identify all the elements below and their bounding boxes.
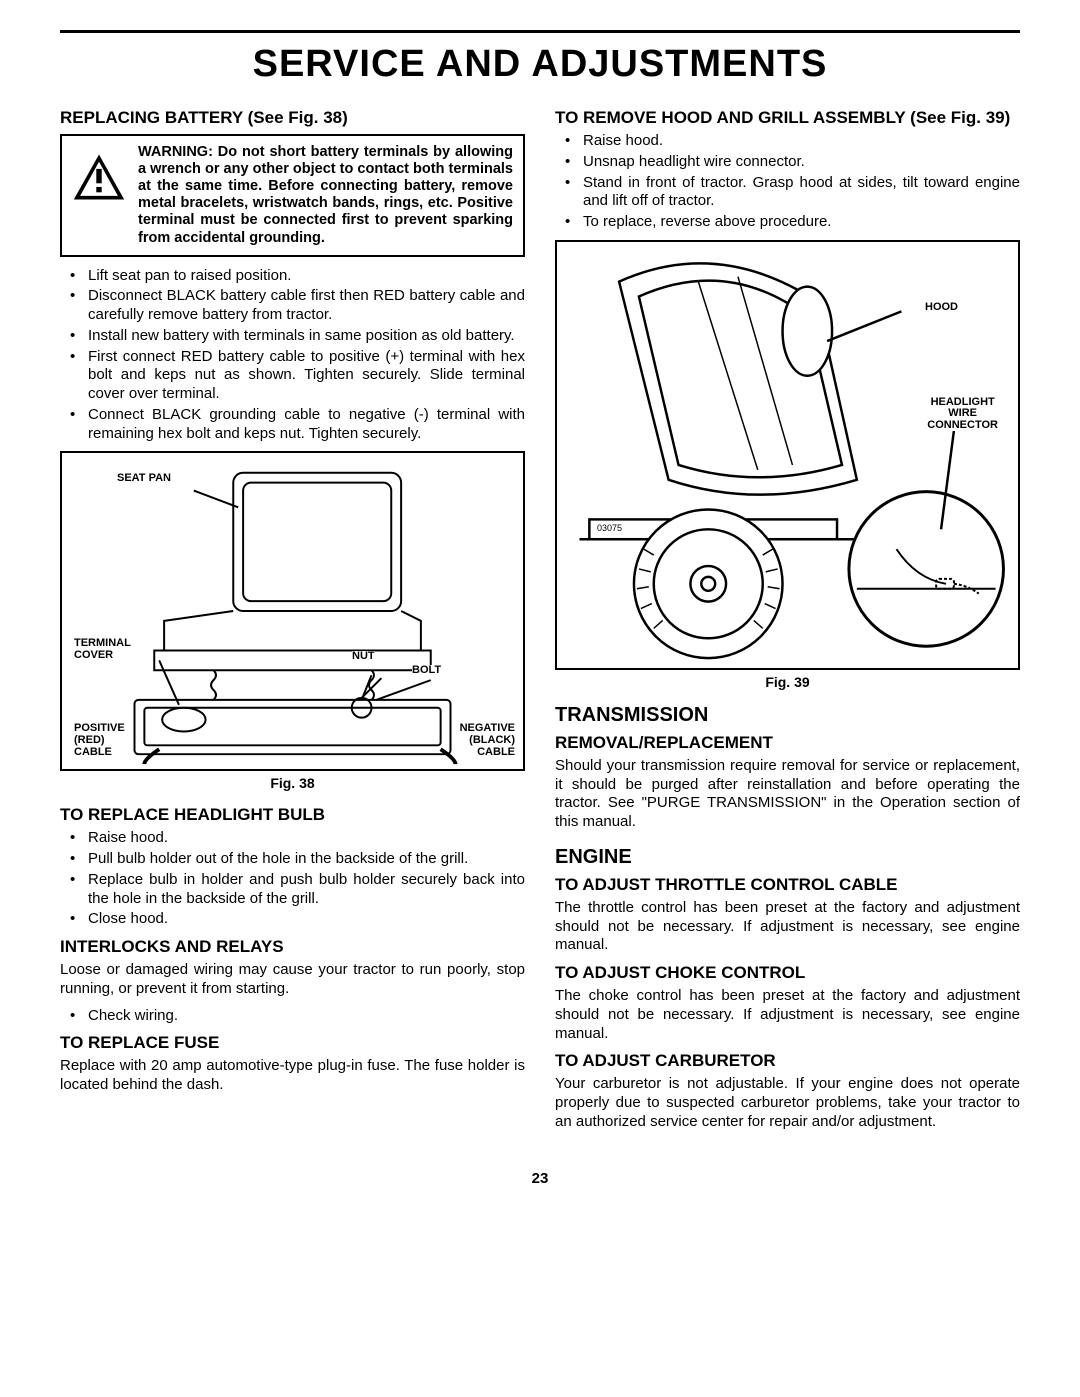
- interlocks-steps: Check wiring.: [60, 1007, 525, 1026]
- list-item: Close hood.: [60, 910, 525, 929]
- warning-text: WARNING: Do not short battery terminals …: [138, 144, 513, 247]
- figure-38-svg: [62, 453, 523, 769]
- list-item: To replace, reverse above procedure.: [555, 213, 1020, 232]
- fig38-label-seat-pan: SEAT PAN: [117, 473, 171, 485]
- list-item: Install new battery with terminals in sa…: [60, 327, 525, 346]
- heading-replacing-battery: REPLACING BATTERY (See Fig. 38): [60, 108, 525, 128]
- list-item: Check wiring.: [60, 1007, 525, 1026]
- list-item: Stand in front of tractor. Grasp hood at…: [555, 174, 1020, 212]
- fig38-label-positive: POSITIVE (RED) CABLE: [74, 723, 125, 758]
- removal-body: Should your transmission require removal…: [555, 757, 1020, 832]
- list-item: Pull bulb holder out of the hole in the …: [60, 850, 525, 869]
- figure-38: SEAT PAN TERMINAL COVER NUT BOLT POSITIV…: [60, 451, 525, 771]
- fig39-caption: Fig. 39: [555, 674, 1020, 690]
- fig38-label-negative: NEGATIVE (BLACK) CABLE: [460, 723, 515, 758]
- left-column: REPLACING BATTERY (See Fig. 38) WARNING:…: [60, 102, 525, 1140]
- fig39-label-partnum: 03075: [597, 524, 622, 533]
- list-item: Raise hood.: [555, 132, 1020, 151]
- heading-fuse: TO REPLACE FUSE: [60, 1033, 525, 1053]
- list-item: Replace bulb in holder and push bulb hol…: [60, 871, 525, 909]
- carb-body: Your carburetor is not adjustable. If yo…: [555, 1075, 1020, 1131]
- heading-throttle: TO ADJUST THROTTLE CONTROL CABLE: [555, 875, 1020, 895]
- top-rule: [60, 30, 1020, 33]
- hood-steps: Raise hood. Unsnap headlight wire connec…: [555, 132, 1020, 232]
- fuse-body: Replace with 20 amp automotive-type plug…: [60, 1057, 525, 1095]
- list-item: Raise hood.: [60, 829, 525, 848]
- list-item: Unsnap headlight wire connector.: [555, 153, 1020, 172]
- page-title: SERVICE AND ADJUSTMENTS: [60, 43, 1020, 86]
- fig38-label-bolt: BOLT: [412, 665, 441, 677]
- heading-headlight: TO REPLACE HEADLIGHT BULB: [60, 805, 525, 825]
- columns: REPLACING BATTERY (See Fig. 38) WARNING:…: [60, 102, 1020, 1140]
- page-number: 23: [60, 1170, 1020, 1187]
- interlocks-body: Loose or damaged wiring may cause your t…: [60, 961, 525, 999]
- right-column: TO REMOVE HOOD AND GRILL ASSEMBLY (See F…: [555, 102, 1020, 1140]
- throttle-body: The throttle control has been preset at …: [555, 899, 1020, 955]
- fig39-label-hood: HOOD: [925, 302, 958, 314]
- choke-body: The choke control has been preset at the…: [555, 987, 1020, 1043]
- heading-removal: REMOVAL/REPLACEMENT: [555, 733, 1020, 753]
- heading-transmission: TRANSMISSION: [555, 704, 1020, 727]
- list-item: Disconnect BLACK battery cable first the…: [60, 287, 525, 325]
- heading-choke: TO ADJUST CHOKE CONTROL: [555, 963, 1020, 983]
- list-item: Lift seat pan to raised position.: [60, 267, 525, 286]
- battery-steps: Lift seat pan to raised position. Discon…: [60, 267, 525, 444]
- heading-interlocks: INTERLOCKS AND RELAYS: [60, 937, 525, 957]
- list-item: Connect BLACK grounding cable to negativ…: [60, 406, 525, 444]
- figure-39: HOOD HEADLIGHT WIRE CONNECTOR 03075: [555, 240, 1020, 670]
- heading-engine: ENGINE: [555, 846, 1020, 869]
- warning-icon: [72, 150, 126, 204]
- heading-carb: TO ADJUST CARBURETOR: [555, 1051, 1020, 1071]
- headlight-steps: Raise hood. Pull bulb holder out of the …: [60, 829, 525, 929]
- fig38-label-nut: NUT: [352, 651, 375, 663]
- list-item: First connect RED battery cable to posit…: [60, 348, 525, 404]
- heading-hood: TO REMOVE HOOD AND GRILL ASSEMBLY (See F…: [555, 108, 1020, 128]
- fig38-caption: Fig. 38: [60, 775, 525, 791]
- warning-box: WARNING: Do not short battery terminals …: [60, 134, 525, 257]
- fig39-label-connector: HEADLIGHT WIRE CONNECTOR: [927, 397, 998, 432]
- fig38-label-terminal-cover: TERMINAL COVER: [74, 638, 131, 661]
